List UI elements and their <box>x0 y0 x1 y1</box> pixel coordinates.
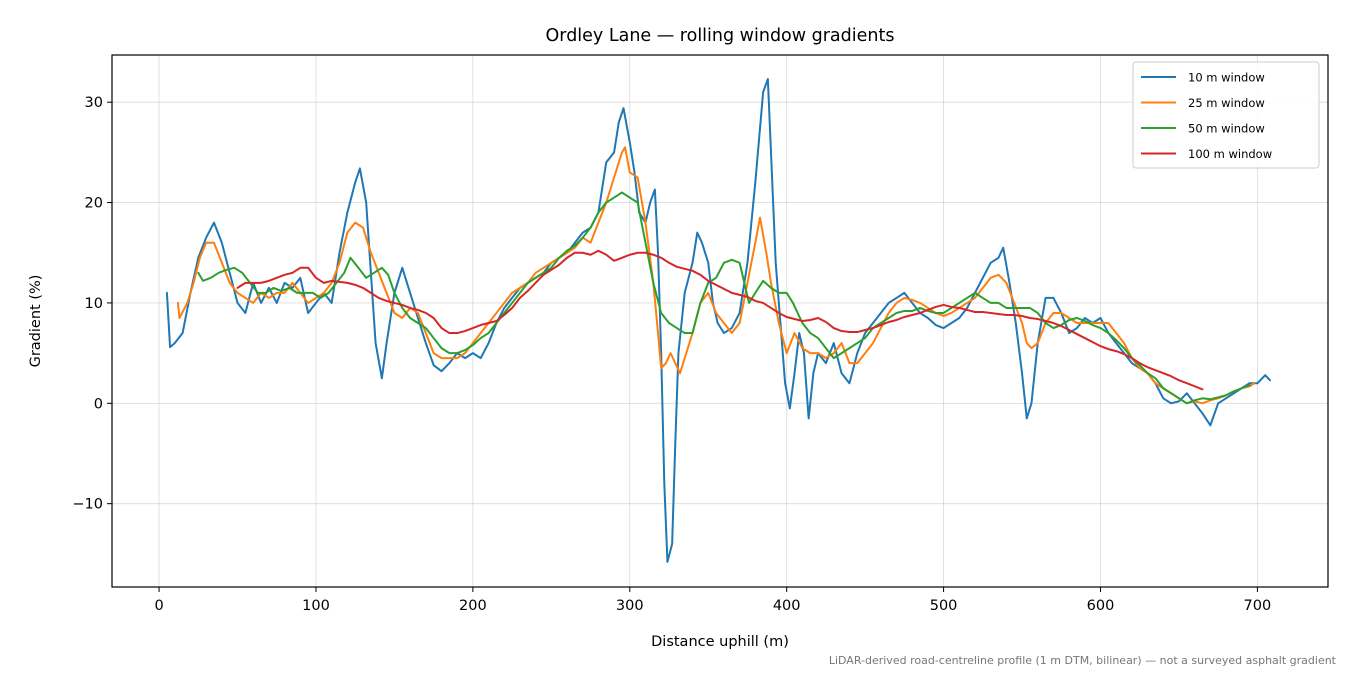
legend-label: 10 m window <box>1188 71 1265 85</box>
x-tick-label: 500 <box>930 598 958 614</box>
y-tick-label: 20 <box>85 196 103 212</box>
legend-box <box>1132 61 1320 169</box>
x-axis-label: Distance uphill (m) <box>651 634 789 650</box>
y-tick-label: 0 <box>94 396 103 412</box>
x-tick-label: 100 <box>302 598 330 614</box>
x-tick-label: 400 <box>773 598 801 614</box>
series-line-100-m-window <box>236 249 1204 391</box>
series-line-50-m-window <box>197 191 1251 405</box>
series-line-10-m-window <box>165 78 1271 563</box>
y-tick-label: −10 <box>72 497 103 513</box>
x-tick-label: 0 <box>154 598 163 614</box>
series-line-25-m-window <box>176 146 1256 405</box>
plot-area <box>165 78 1271 563</box>
legend: 10 m window 25 m window 50 m window 100 m w… <box>1132 61 1320 169</box>
x-tick-label: 300 <box>616 598 644 614</box>
axes-ticks: 0 100 200 300 400 500 600 700 −10 0 10 20 30 <box>72 95 1271 614</box>
y-tick-label: 30 <box>85 95 103 111</box>
chart-title: Ordley Lane — rolling window gradients <box>546 26 895 46</box>
y-tick-label: 10 <box>85 296 103 312</box>
legend-label: 50 m window <box>1188 122 1265 136</box>
grid <box>112 55 1328 587</box>
legend-label: 100 m window <box>1188 147 1272 161</box>
x-tick-label: 600 <box>1087 598 1115 614</box>
x-tick-label: 700 <box>1244 598 1272 614</box>
y-axis-label: Gradient (%) <box>28 275 44 368</box>
footnote: LiDAR-derived road-centreline profile (1… <box>829 654 1337 667</box>
plot-frame <box>111 54 1329 588</box>
legend-label: 25 m window <box>1188 96 1265 110</box>
x-tick-label: 200 <box>459 598 487 614</box>
